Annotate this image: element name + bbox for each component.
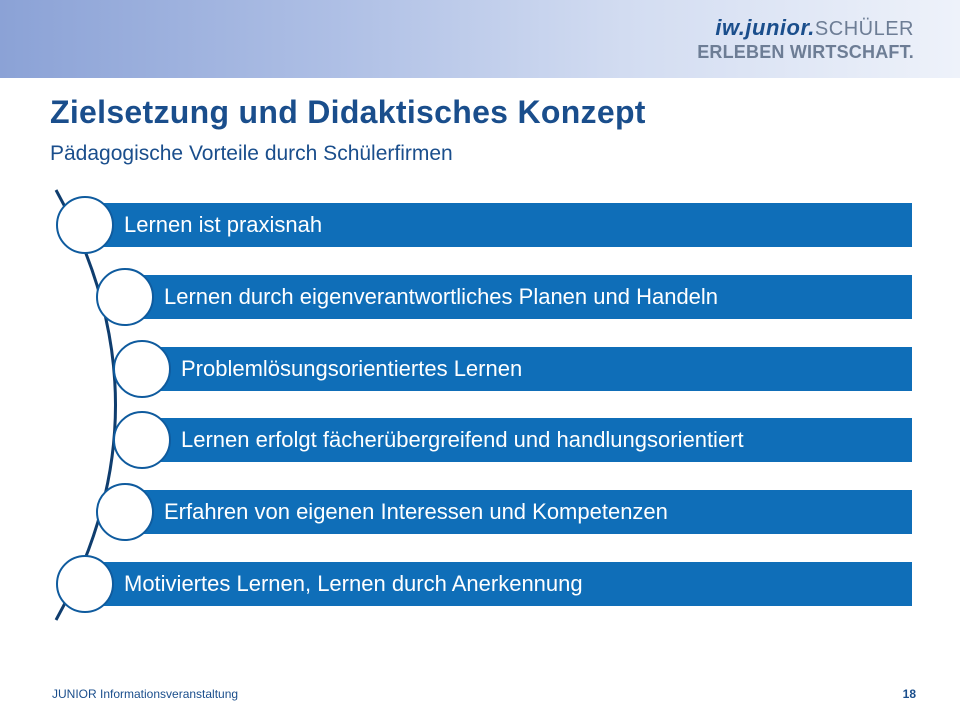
iw-junior-logo: iw.junior.SCHÜLER ERLEBEN WIRTSCHAFT. xyxy=(697,16,914,63)
page-number: 18 xyxy=(902,687,916,701)
list-item-label: Problemlösungsorientiertes Lernen xyxy=(181,356,523,381)
list-item-bar: Problemlösungsorientiertes Lernen xyxy=(143,347,912,391)
logo-suffix: SCHÜLER xyxy=(814,18,914,40)
list-bullet-circle xyxy=(113,340,171,398)
slide-subtitle: Pädagogische Vorteile durch Schülerfirme… xyxy=(50,142,453,165)
list-bullet-circle xyxy=(56,555,114,613)
list-item-label: Motiviertes Lernen, Lernen durch Anerken… xyxy=(124,571,583,596)
footer-text: JUNIOR Informationsveranstaltung xyxy=(52,687,239,701)
list-item-label: Lernen erfolgt fächerübergreifend und ha… xyxy=(181,427,744,452)
list-item-bar: Erfahren von eigenen Interessen und Komp… xyxy=(126,490,912,534)
list-bullet-circle xyxy=(56,196,114,254)
list-item-label: Lernen durch eigenverantwortliches Plane… xyxy=(164,284,719,309)
list-bullet-circle xyxy=(96,268,154,326)
logo-brand: iw.junior. xyxy=(715,15,815,40)
slide-title: Zielsetzung und Didaktisches Konzept xyxy=(50,94,646,130)
list-item-label: Erfahren von eigenen Interessen und Komp… xyxy=(164,499,668,524)
list-item-bar: Lernen ist praxisnah xyxy=(86,203,912,247)
list-item-label: Lernen ist praxisnah xyxy=(124,212,323,237)
logo-tagline: ERLEBEN WIRTSCHAFT. xyxy=(697,42,914,62)
list-bullet-circle xyxy=(96,483,154,541)
list-item-bar: Lernen durch eigenverantwortliches Plane… xyxy=(126,275,912,319)
list-item-bar: Lernen erfolgt fächerübergreifend und ha… xyxy=(143,418,912,462)
list-item-bar: Motiviertes Lernen, Lernen durch Anerken… xyxy=(86,562,912,606)
header-band xyxy=(0,0,960,78)
list-bullet-circle xyxy=(113,411,171,469)
